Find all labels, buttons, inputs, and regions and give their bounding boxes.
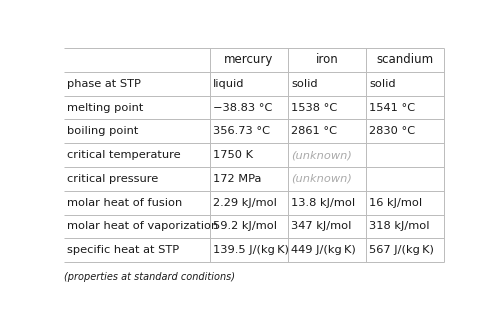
Text: iron: iron — [316, 53, 338, 66]
Text: molar heat of vaporization: molar heat of vaporization — [67, 221, 218, 232]
Text: 567 J/(kg K): 567 J/(kg K) — [369, 245, 434, 255]
Text: 2.29 kJ/mol: 2.29 kJ/mol — [213, 198, 277, 208]
Text: 172 MPa: 172 MPa — [213, 174, 261, 184]
Text: 318 kJ/mol: 318 kJ/mol — [369, 221, 429, 232]
Text: 16 kJ/mol: 16 kJ/mol — [369, 198, 422, 208]
Text: mercury: mercury — [224, 53, 274, 66]
Text: 449 J/(kg K): 449 J/(kg K) — [291, 245, 356, 255]
Text: critical temperature: critical temperature — [67, 150, 180, 160]
Text: 1750 K: 1750 K — [213, 150, 253, 160]
Text: 2830 °C: 2830 °C — [369, 126, 415, 136]
Text: 1541 °C: 1541 °C — [369, 102, 415, 112]
Text: solid: solid — [369, 79, 396, 89]
Text: 347 kJ/mol: 347 kJ/mol — [291, 221, 351, 232]
Text: 13.8 kJ/mol: 13.8 kJ/mol — [291, 198, 355, 208]
Text: −38.83 °C: −38.83 °C — [213, 102, 273, 112]
Text: 1538 °C: 1538 °C — [291, 102, 337, 112]
Text: molar heat of fusion: molar heat of fusion — [67, 198, 182, 208]
Text: critical pressure: critical pressure — [67, 174, 158, 184]
Text: melting point: melting point — [67, 102, 143, 112]
Text: liquid: liquid — [213, 79, 245, 89]
Text: (unknown): (unknown) — [291, 174, 352, 184]
Text: 59.2 kJ/mol: 59.2 kJ/mol — [213, 221, 277, 232]
Text: specific heat at STP: specific heat at STP — [67, 245, 179, 255]
Text: 356.73 °C: 356.73 °C — [213, 126, 270, 136]
Text: boiling point: boiling point — [67, 126, 138, 136]
Text: solid: solid — [291, 79, 318, 89]
Text: phase at STP: phase at STP — [67, 79, 141, 89]
Text: scandium: scandium — [376, 53, 433, 66]
Text: 139.5 J/(kg K): 139.5 J/(kg K) — [213, 245, 289, 255]
Text: 2861 °C: 2861 °C — [291, 126, 337, 136]
Text: (properties at standard conditions): (properties at standard conditions) — [64, 272, 235, 282]
Text: (unknown): (unknown) — [291, 150, 352, 160]
